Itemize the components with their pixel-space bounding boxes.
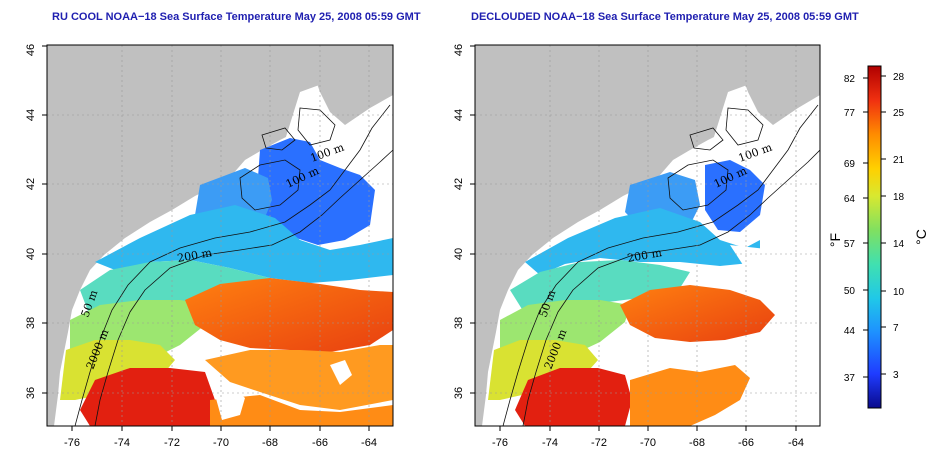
fahrenheit-unit-label: °F	[827, 233, 843, 247]
left-lon-tick: -66	[312, 437, 328, 449]
left-y-axis	[42, 46, 47, 393]
left-lon-tick: -64	[361, 437, 377, 449]
colorbar-c-tick: 21	[893, 155, 905, 166]
right-lat-tick: 42	[453, 178, 465, 190]
left-lat-tick: 42	[25, 178, 37, 190]
left-x-axis	[72, 426, 369, 431]
colorbar-c-tick: 28	[893, 72, 905, 83]
right-lon-tick: -66	[738, 437, 754, 449]
colorbar	[868, 66, 881, 408]
left-lat-tick: 36	[25, 387, 37, 399]
right-lon-tick: -76	[492, 437, 508, 449]
colorbar-f-tick: 69	[844, 159, 856, 170]
left-lat-tick: 40	[25, 248, 37, 260]
left-lon-tick: -68	[262, 437, 278, 449]
right-map-panel: 100 m 100 m 200 m 50 m 2000 m	[475, 45, 820, 426]
colorbar-c-tick: 10	[893, 287, 905, 298]
colorbar-f-tick: 64	[844, 194, 856, 205]
left-lon-tick: -70	[213, 437, 229, 449]
colorbar-c-tick: 25	[893, 108, 905, 119]
right-y-axis	[470, 46, 475, 393]
colorbar-f-tick: 77	[844, 108, 856, 119]
right-lat-tick: 44	[453, 109, 465, 121]
left-lon-tick: -72	[164, 437, 180, 449]
right-lon-tick: -70	[640, 437, 656, 449]
left-lat-tick: 38	[25, 317, 37, 329]
colorbar-f-tick: 50	[844, 286, 856, 297]
colorbar-f-tick: 44	[844, 326, 856, 337]
colorbar-c-ticks	[881, 76, 886, 374]
right-lat-tick: 40	[453, 248, 465, 260]
colorbar-c-tick: 3	[893, 370, 899, 381]
colorbar-c-tick: 18	[893, 192, 905, 203]
celsius-unit-label: °C	[913, 229, 929, 245]
sst-figure: 100 m 100 m 200 m 50 m 2000 m -76 -74	[0, 0, 950, 475]
left-lon-tick: -76	[64, 437, 80, 449]
right-lon-tick: -64	[788, 437, 804, 449]
right-lat-tick: 46	[453, 44, 465, 56]
right-lat-tick: 38	[453, 317, 465, 329]
colorbar-c-tick: 14	[893, 239, 905, 250]
right-lon-tick: -74	[542, 437, 558, 449]
left-lat-tick: 46	[25, 44, 37, 56]
colorbar-f-ticks	[863, 78, 868, 377]
left-lat-tick: 44	[25, 109, 37, 121]
colorbar-f-tick: 37	[844, 373, 856, 384]
right-lon-tick: -72	[591, 437, 607, 449]
left-lon-tick: -74	[114, 437, 130, 449]
right-x-axis	[500, 426, 796, 431]
colorbar-f-tick: 82	[844, 74, 856, 85]
right-lat-tick: 36	[453, 387, 465, 399]
colorbar-c-tick: 7	[893, 323, 899, 334]
left-map-panel: 100 m 100 m 200 m 50 m 2000 m	[47, 45, 393, 426]
colorbar-f-tick: 57	[844, 239, 856, 250]
right-lon-tick: -68	[689, 437, 705, 449]
